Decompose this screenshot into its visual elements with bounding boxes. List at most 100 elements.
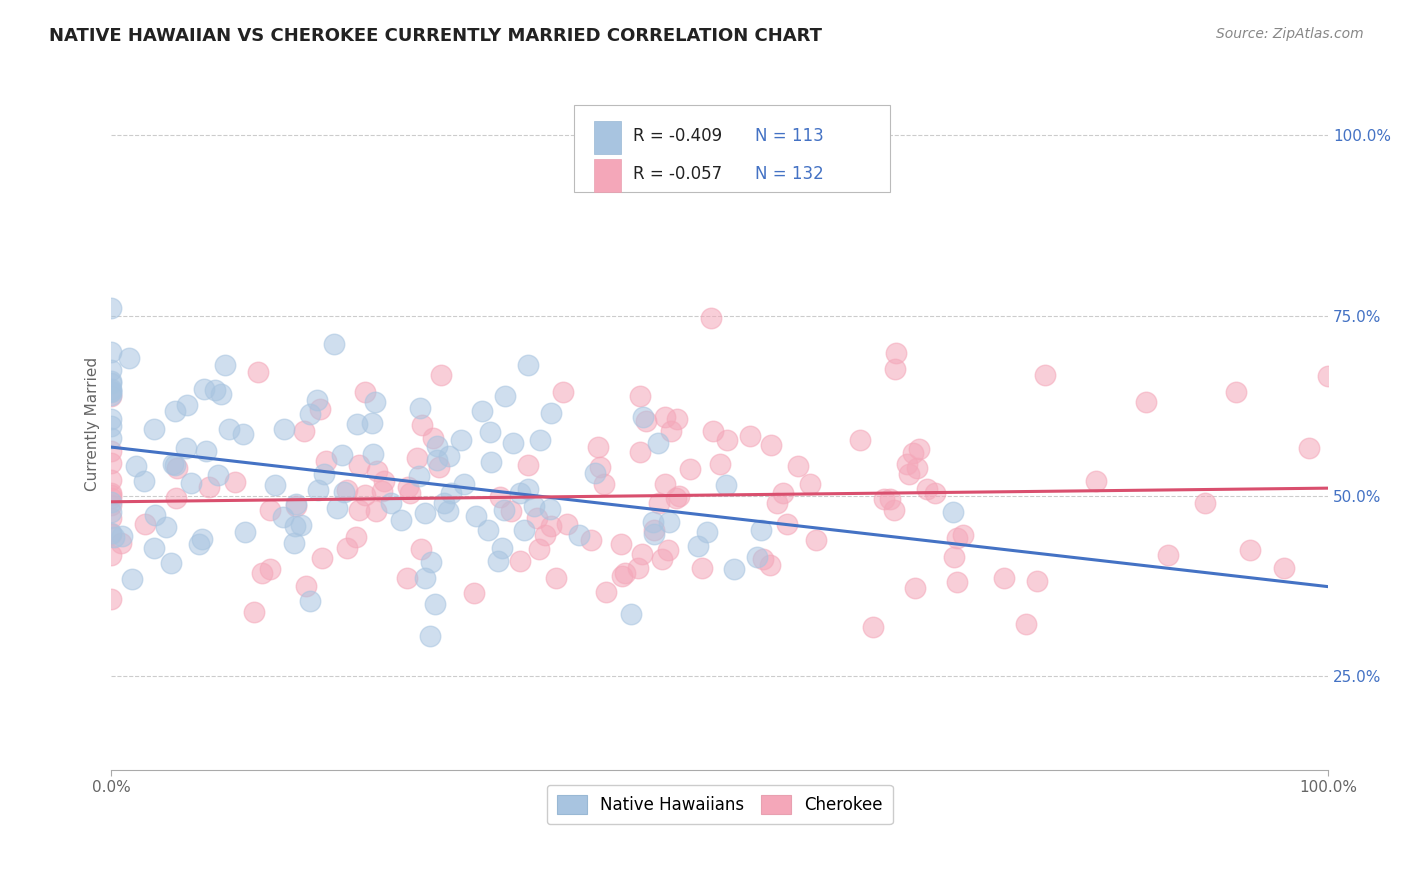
Point	[738, 429, 761, 443]
Point	[540, 519, 562, 533]
Point	[491, 541, 513, 555]
Point	[198, 480, 221, 494]
Point	[529, 433, 551, 447]
Point	[747, 549, 769, 564]
Point	[204, 383, 226, 397]
Point	[100, 498, 122, 512]
Point	[884, 346, 907, 360]
Point	[354, 384, 377, 399]
Point	[1225, 385, 1247, 400]
Point	[174, 441, 197, 455]
Point	[478, 425, 501, 439]
Point	[100, 385, 122, 400]
Point	[143, 541, 166, 555]
Point	[723, 562, 745, 576]
Point	[749, 523, 772, 537]
Point	[799, 477, 821, 491]
Point	[180, 475, 202, 490]
Point	[284, 499, 307, 513]
Point	[714, 478, 737, 492]
Point	[613, 566, 636, 581]
Point	[904, 582, 927, 596]
Point	[436, 504, 458, 518]
Point	[628, 444, 651, 458]
Point	[526, 511, 548, 525]
Point	[121, 572, 143, 586]
Point	[366, 464, 388, 478]
Point	[716, 433, 738, 447]
Point	[399, 485, 422, 500]
Point	[311, 550, 333, 565]
Point	[595, 585, 617, 599]
Point	[665, 491, 688, 505]
Point	[534, 528, 557, 542]
Point	[100, 389, 122, 403]
Point	[709, 457, 731, 471]
Point	[100, 432, 122, 446]
Point	[100, 488, 122, 502]
Point	[224, 475, 246, 490]
Point	[502, 436, 524, 450]
Point	[233, 524, 256, 539]
Point	[946, 532, 969, 546]
Point	[679, 461, 702, 475]
Point	[620, 607, 643, 621]
Point	[344, 531, 367, 545]
Text: R = -0.057: R = -0.057	[633, 165, 723, 183]
Point	[450, 434, 472, 448]
Point	[354, 488, 377, 502]
Point	[509, 486, 531, 500]
Point	[907, 442, 929, 456]
Point	[165, 491, 187, 505]
Point	[589, 459, 612, 474]
Point	[631, 547, 654, 561]
Text: N = 132: N = 132	[755, 165, 824, 183]
Point	[516, 358, 538, 372]
Point	[336, 541, 359, 555]
Point	[634, 414, 657, 428]
Point	[308, 402, 330, 417]
Point	[924, 486, 946, 500]
Point	[1026, 574, 1049, 589]
Point	[477, 523, 499, 537]
Point	[440, 485, 463, 500]
Point	[165, 404, 187, 418]
Point	[100, 485, 122, 500]
Point	[659, 424, 682, 438]
Point	[259, 503, 281, 517]
Y-axis label: Currently Married: Currently Married	[86, 357, 100, 491]
Point	[100, 376, 122, 390]
Point	[290, 517, 312, 532]
Point	[305, 392, 328, 407]
Point	[759, 438, 782, 452]
Point	[411, 417, 433, 432]
Point	[284, 518, 307, 533]
Point	[1033, 368, 1056, 383]
Point	[610, 537, 633, 551]
Point	[285, 497, 308, 511]
Point	[1298, 441, 1320, 455]
Point	[100, 473, 122, 487]
Point	[896, 458, 918, 472]
Point	[1317, 369, 1340, 384]
Point	[100, 549, 122, 563]
Point	[915, 482, 938, 496]
Point	[592, 477, 614, 491]
Point	[155, 520, 177, 534]
Point	[643, 527, 665, 541]
Point	[259, 562, 281, 576]
Point	[426, 439, 449, 453]
Point	[772, 486, 794, 500]
Point	[517, 458, 540, 473]
Point	[776, 516, 799, 531]
Text: Source: ZipAtlas.com: Source: ZipAtlas.com	[1216, 27, 1364, 41]
Point	[1239, 542, 1261, 557]
Point	[100, 388, 122, 402]
Point	[299, 407, 322, 421]
Point	[883, 503, 905, 517]
Point	[132, 474, 155, 488]
Point	[527, 542, 550, 557]
Point	[100, 374, 122, 388]
Point	[686, 539, 709, 553]
Point	[191, 532, 214, 546]
